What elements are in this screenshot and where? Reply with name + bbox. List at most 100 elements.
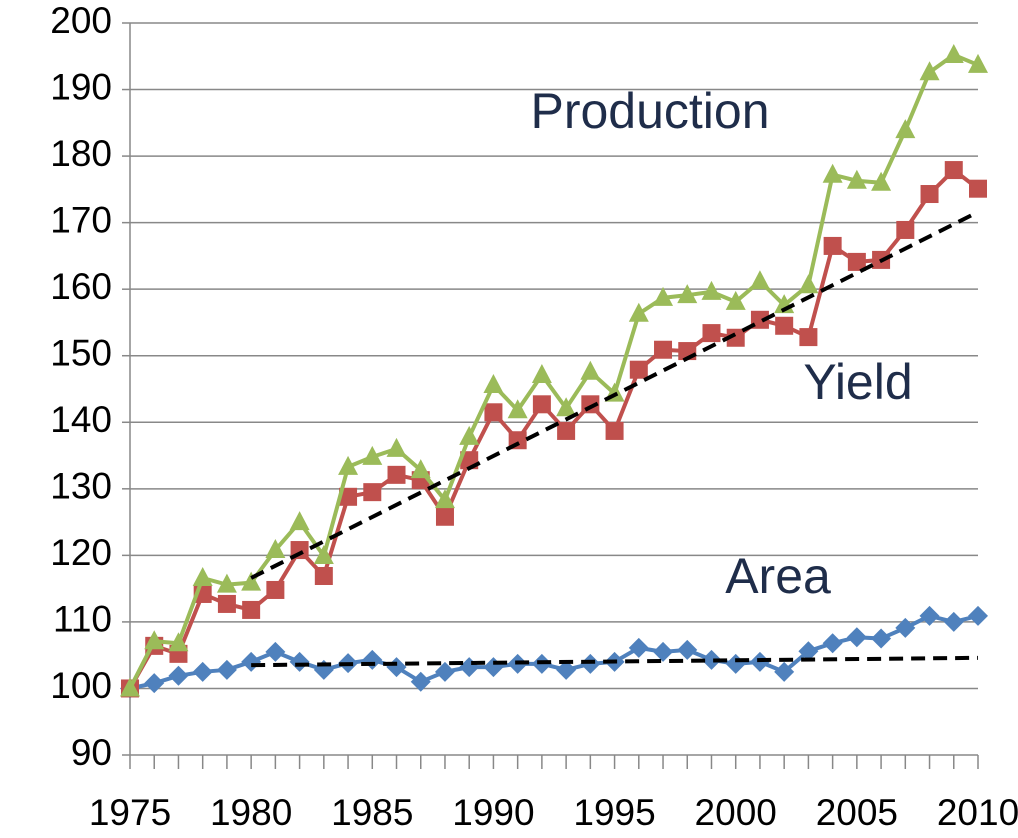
diamond-marker [386,657,407,678]
triangle-marker [677,284,698,304]
triangle-marker [120,677,140,697]
trend-line [251,655,979,668]
triangle-marker [241,571,262,591]
diamond-marker [968,605,988,626]
diamond-marker [144,673,165,694]
diamond-marker [241,651,262,672]
x-tick-label: 1995 [573,792,655,833]
triangle-marker [483,374,504,394]
diamond-marker [628,637,649,658]
diamond-marker [653,641,674,662]
diamond-marker [919,605,940,626]
diamond-marker [434,661,455,682]
x-tick-label: 1975 [89,792,171,833]
y-tick-label: 190 [50,66,112,107]
square-marker [920,185,939,204]
triangle-marker [362,445,383,465]
triangle-marker [265,539,286,559]
diamond-marker [410,671,431,692]
triangle-marker [628,302,649,322]
square-marker [629,360,648,379]
series-label: Production [530,83,769,139]
square-marker [750,310,769,329]
triangle-marker [313,545,334,565]
square-marker [339,487,358,506]
triangle-marker [168,632,189,652]
square-marker [847,252,866,271]
diamond-marker [798,641,819,662]
triangle-marker [943,43,964,63]
x-tick-label: 2010 [937,792,1018,833]
square-marker [532,395,551,414]
trend-line [250,210,979,580]
x-tick-label: 2000 [695,792,777,833]
y-tick-label: 140 [50,399,112,440]
triangle-marker [653,286,674,306]
diamond-marker [774,661,795,682]
diamond-marker [701,649,722,670]
triangle-marker [192,566,213,586]
diamond-marker [895,617,916,638]
triangle-marker [871,171,892,191]
triangle-marker [968,53,988,73]
diamond-marker [459,657,480,678]
square-marker [775,316,794,335]
square-marker [266,580,285,599]
square-marker [823,236,842,255]
y-tick-label: 160 [50,266,112,307]
y-tick-label: 180 [50,133,112,174]
triangle-marker [725,290,746,310]
series-label: Yield [803,354,912,410]
square-marker [969,179,987,198]
triangle-marker [338,455,359,475]
square-marker [557,421,576,440]
y-tick-label: 110 [53,599,112,640]
square-marker [799,328,818,347]
diamond-marker [677,639,698,660]
triangle-marker [531,364,552,384]
square-marker [944,161,963,180]
triangle-marker [144,630,165,650]
triangle-marker [434,489,455,509]
triangle-marker [919,61,940,81]
diamond-marker [289,651,310,672]
y-tick-label: 100 [50,665,112,706]
square-marker [387,465,406,484]
y-tick-label: 150 [50,333,112,374]
diamond-marker [168,665,189,686]
series-line [129,613,979,691]
triangle-marker [701,280,722,300]
triangle-marker [895,119,916,139]
triangle-marker [749,270,770,290]
x-tick-label: 1985 [331,792,413,833]
square-marker [896,220,915,239]
diamond-marker [216,659,237,680]
x-tick-label: 2005 [816,792,898,833]
triangle-marker [216,573,237,593]
triangle-marker [459,425,480,445]
y-tick-label: 120 [50,532,112,573]
square-marker [702,324,721,343]
square-marker [605,421,624,440]
diamond-marker [192,661,213,682]
triangle-marker [822,163,843,183]
triangle-marker [580,360,601,380]
diamond-marker [580,653,601,674]
triangle-marker [410,459,431,479]
square-marker [654,340,673,359]
triangle-marker [798,274,819,294]
diamond-marker [943,611,964,632]
square-marker [314,566,333,585]
y-tick-label: 90 [71,732,112,773]
diamond-marker [822,633,843,654]
diamond-marker [725,653,746,674]
square-marker [363,483,382,502]
square-marker [726,328,745,347]
triangle-marker [289,511,310,531]
diamond-marker [265,641,286,662]
y-tick-label: 200 [50,0,112,41]
x-tick-label: 1990 [452,792,534,833]
diamond-marker [362,649,383,670]
square-marker [435,507,454,526]
